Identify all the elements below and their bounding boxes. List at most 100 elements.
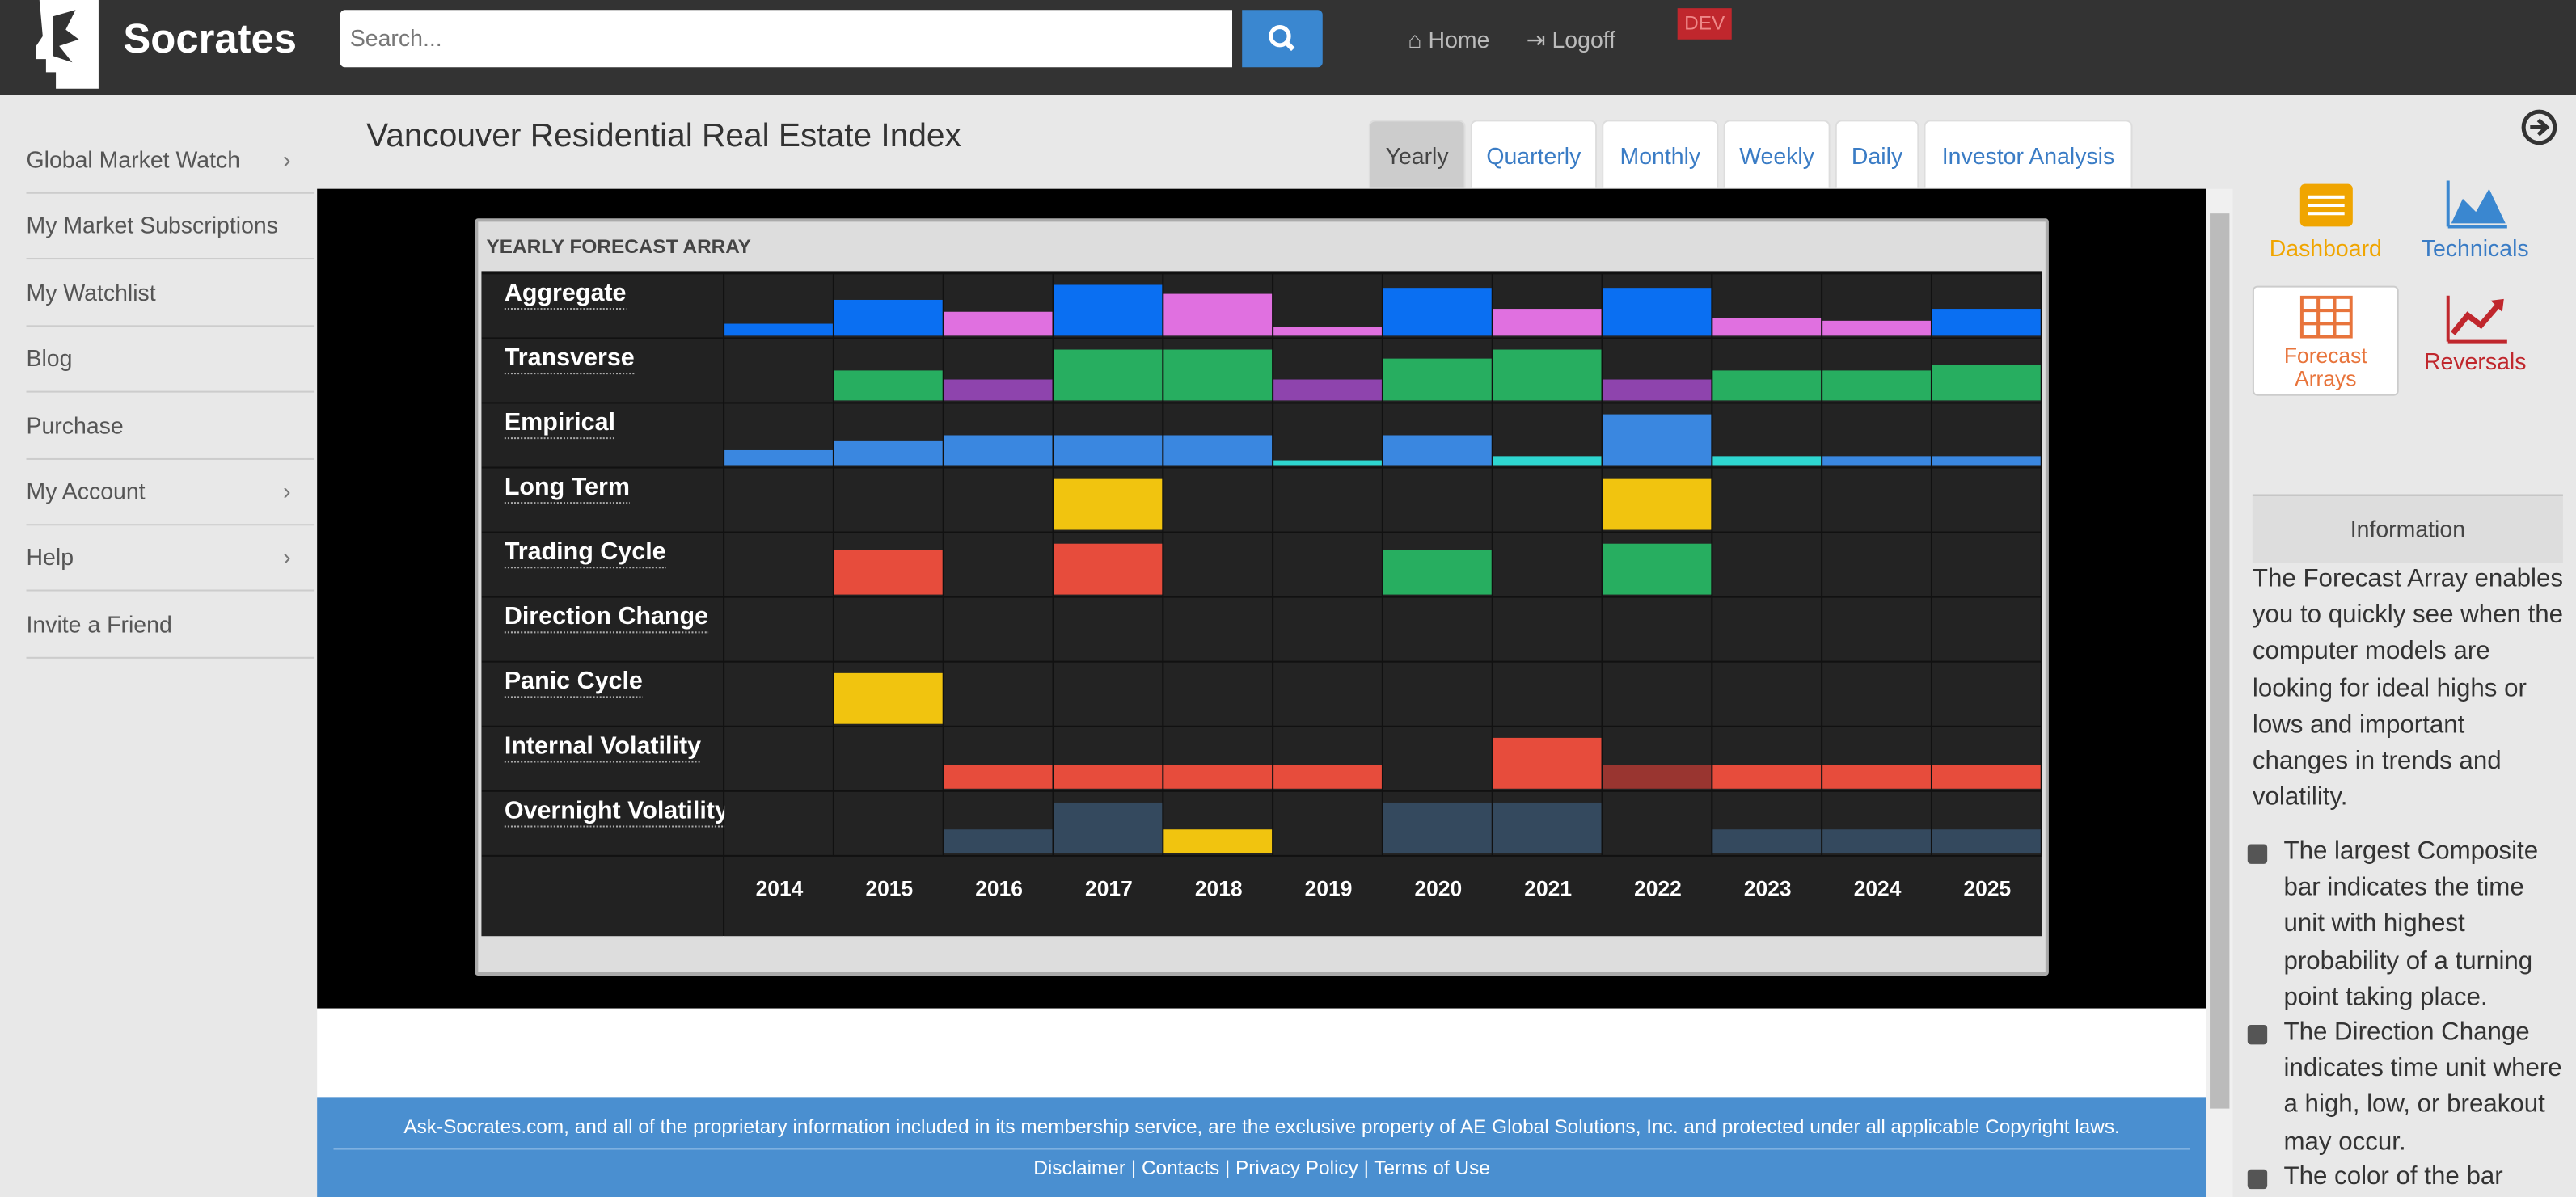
cell bbox=[1712, 533, 1822, 596]
year-label: 2014 bbox=[756, 877, 804, 901]
reversals-icon bbox=[2446, 295, 2507, 344]
bar bbox=[1273, 379, 1382, 401]
sidebar-item[interactable]: Blog bbox=[26, 326, 315, 394]
bar bbox=[834, 550, 943, 595]
bar bbox=[1163, 435, 1273, 466]
row-label: Overnight Volatility bbox=[505, 796, 728, 824]
tool[interactable]: Technicals bbox=[2421, 234, 2529, 262]
cell bbox=[1383, 662, 1492, 726]
cell bbox=[1383, 468, 1492, 532]
bar bbox=[724, 449, 833, 466]
label-cell bbox=[481, 274, 724, 338]
cell bbox=[1712, 662, 1822, 726]
bar bbox=[1603, 379, 1712, 401]
label-cell bbox=[481, 662, 724, 726]
cell bbox=[1493, 468, 1602, 532]
label-cell bbox=[481, 727, 724, 790]
bar bbox=[1493, 802, 1602, 853]
sidebar-item[interactable]: Invite a Friend bbox=[26, 591, 315, 659]
cell bbox=[1163, 597, 1273, 661]
cell bbox=[1493, 597, 1602, 661]
bar bbox=[1712, 370, 1822, 401]
bar bbox=[1054, 435, 1163, 466]
sidebar-item[interactable]: Help › bbox=[26, 525, 315, 592]
label-cell bbox=[481, 468, 724, 532]
bar bbox=[724, 323, 833, 336]
brand: Socrates bbox=[123, 16, 298, 63]
year-label: 2018 bbox=[1195, 877, 1243, 901]
cell bbox=[724, 662, 833, 726]
tab[interactable]: Daily bbox=[1835, 120, 1919, 188]
label-cell bbox=[481, 791, 724, 855]
tool-active[interactable]: Forecast Arrays bbox=[2283, 343, 2367, 391]
bar bbox=[1932, 829, 2041, 853]
sidebar-label: Help bbox=[26, 544, 74, 571]
tool[interactable]: Reversals bbox=[2423, 348, 2527, 375]
active-tool-box bbox=[2252, 285, 2399, 396]
sidebar-label: Blog bbox=[26, 345, 73, 372]
tab[interactable]: Monthly bbox=[1602, 120, 1719, 188]
search-input[interactable]: Search... bbox=[340, 10, 1232, 68]
info-text: The Forecast Array enables you to quickl… bbox=[2252, 565, 2564, 812]
bar bbox=[1163, 829, 1273, 853]
cell bbox=[1163, 533, 1273, 596]
bar bbox=[1273, 765, 1382, 789]
cell bbox=[1383, 597, 1492, 661]
forecast-icon bbox=[2299, 295, 2353, 339]
cell bbox=[724, 727, 833, 790]
year-row bbox=[724, 856, 2042, 937]
bar bbox=[1932, 456, 2041, 466]
bullet-marker bbox=[2247, 1169, 2268, 1190]
cell bbox=[1163, 662, 1273, 726]
cell bbox=[724, 468, 833, 532]
nav-logoff[interactable]: ⇥ Logoff bbox=[1526, 26, 1616, 53]
year-label: 2024 bbox=[1854, 877, 1902, 901]
chevron: › bbox=[283, 145, 291, 173]
cell bbox=[1712, 468, 1822, 532]
bar bbox=[1273, 460, 1382, 466]
cell bbox=[1932, 597, 2041, 661]
bar bbox=[944, 765, 1053, 789]
bar bbox=[1054, 802, 1163, 853]
year-label: 2022 bbox=[1634, 877, 1682, 901]
tab[interactable]: Quarterly bbox=[1470, 120, 1598, 188]
bar bbox=[1493, 737, 1602, 789]
row-label: Long Term bbox=[505, 473, 630, 500]
bar bbox=[1603, 478, 1712, 530]
sidebar-item[interactable]: My Account › bbox=[26, 458, 315, 526]
dev-badge: DEV bbox=[1677, 8, 1732, 40]
nav-home[interactable]: ⌂ Home bbox=[1408, 26, 1490, 53]
sidebar-item[interactable]: Global Market Watch › bbox=[26, 126, 315, 194]
tool[interactable]: Dashboard bbox=[2269, 234, 2382, 262]
cell bbox=[1822, 533, 1931, 596]
search-button[interactable] bbox=[1242, 10, 1323, 68]
bar bbox=[1712, 765, 1822, 789]
bar bbox=[1383, 288, 1492, 336]
bar bbox=[834, 672, 943, 724]
bar bbox=[1712, 318, 1822, 336]
cell bbox=[724, 791, 833, 855]
row-label: Direction Change bbox=[505, 602, 708, 630]
bullet-marker bbox=[2247, 1024, 2268, 1045]
bar bbox=[944, 311, 1053, 336]
tab[interactable]: Yearly bbox=[1368, 120, 1466, 188]
collapse-icon[interactable] bbox=[2520, 108, 2558, 146]
tab[interactable]: Weekly bbox=[1723, 120, 1831, 188]
sidebar-item[interactable]: My Watchlist bbox=[26, 259, 315, 327]
year-label: 2016 bbox=[975, 877, 1023, 901]
bar bbox=[1603, 765, 1712, 789]
bar bbox=[1603, 288, 1712, 336]
bullet-marker bbox=[2247, 844, 2268, 864]
bar bbox=[1163, 349, 1273, 401]
sidebar-item[interactable]: My Market Subscriptions bbox=[26, 193, 315, 260]
tab[interactable]: Investor Analysis bbox=[1924, 120, 2133, 188]
cell bbox=[1603, 597, 1712, 661]
row-label: Internal Volatility bbox=[505, 731, 701, 759]
chevron: › bbox=[283, 478, 291, 504]
sidebar-item[interactable]: Purchase bbox=[26, 392, 315, 460]
bar bbox=[1163, 293, 1273, 336]
scroll-thumb[interactable] bbox=[2210, 213, 2230, 1109]
footer-links[interactable]: Disclaimer | Contacts | Privacy Policy |… bbox=[333, 1148, 2190, 1179]
bar bbox=[1712, 456, 1822, 466]
cell bbox=[1493, 662, 1602, 726]
